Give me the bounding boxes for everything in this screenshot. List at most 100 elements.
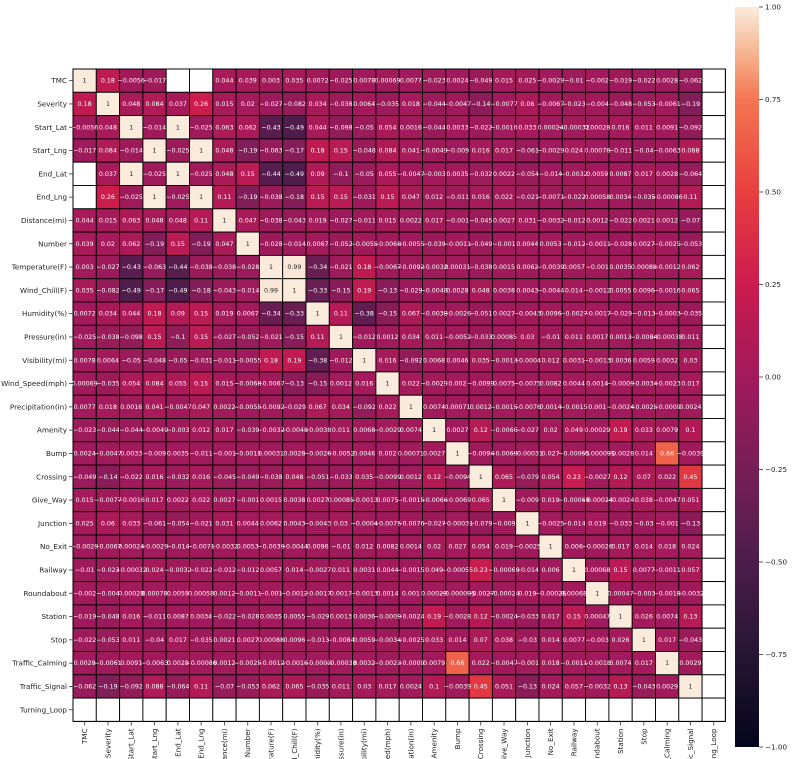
cell-value-label: 0.03 — [520, 334, 534, 341]
heatmap-cell — [305, 697, 330, 722]
cell-value-label: 0.18 — [357, 264, 371, 271]
cell-value-label: 0.0027 — [423, 450, 445, 457]
cell-value-label: −0.0049 — [420, 148, 447, 155]
cell-value-label: 0.0012 — [330, 381, 352, 388]
cell-value-label: −0.05 — [355, 171, 374, 178]
cell-value-label: 0.047 — [192, 404, 210, 411]
heatmap-cell — [701, 557, 726, 583]
cell-value-label: 1 — [502, 497, 506, 504]
column-label: Bump — [453, 728, 462, 749]
cell-value-label: 0.0022 — [493, 171, 515, 178]
cell-value-label: 0.00029 — [584, 427, 610, 434]
cell-value-label: −0.009 — [143, 450, 166, 457]
cell-value-label: −0.34 — [261, 311, 280, 318]
cell-value-label: −0.001 — [259, 590, 282, 597]
cell-value-label: 0.00078 — [584, 148, 610, 155]
cell-value-label: 0.0027 — [446, 427, 468, 434]
cell-value-label: 0.99 — [287, 264, 301, 271]
cell-value-label: −0.0013 — [490, 357, 517, 364]
cell-value-label: 0.0079 — [423, 660, 445, 667]
cell-value-label: −0.15 — [331, 287, 350, 294]
heatmap-cell — [701, 254, 726, 280]
cell-value-label: −0.0063 — [653, 148, 680, 155]
cell-value-label: −0.0003 — [653, 311, 680, 318]
cell-value-label: 0.002 — [379, 450, 397, 457]
cell-value-label: 1 — [455, 450, 459, 457]
cell-value-label: −0.0028 — [444, 614, 471, 621]
cell-value-label: −0.098 — [329, 124, 352, 131]
cell-value-label: −0.021 — [259, 334, 282, 341]
row-label: Distance(mi) — [21, 216, 67, 225]
cell-value-label: −0.001 — [213, 450, 236, 457]
cell-value-label: 0.018 — [99, 404, 117, 411]
cell-value-label: −0.009 — [492, 520, 515, 527]
cell-value-label: 0.00028 — [584, 124, 610, 131]
cell-value-label: −0.062 — [679, 78, 702, 85]
cell-value-label: −0.044 — [422, 124, 445, 131]
cell-value-label: −0.0013 — [351, 497, 378, 504]
cell-value-label: 0.033 — [635, 427, 653, 434]
cell-value-label: −0.014 — [562, 520, 585, 527]
cell-value-label: −0.0012 — [257, 660, 284, 667]
cell-value-label: −0.0015 — [490, 404, 517, 411]
cell-value-label: 0.0012 — [656, 217, 678, 224]
cell-value-label: −0.0025 — [630, 404, 657, 411]
cell-value-label: −0.0032 — [420, 264, 447, 271]
cell-value-label: −0.0084 — [327, 637, 354, 644]
cell-value-label: 0.063 — [215, 124, 233, 131]
row-label: Amenity — [37, 426, 68, 435]
cell-value-label: 0.0022 — [167, 497, 189, 504]
cell-value-label: −0.0055 — [234, 357, 261, 364]
cell-value-label: 0.048 — [99, 124, 117, 131]
cell-value-label: 0.00024 — [118, 544, 144, 551]
cell-value-label: −0.001 — [236, 497, 259, 504]
cell-value-label: 0.15 — [334, 148, 348, 155]
cell-value-label: 0.037 — [169, 101, 187, 108]
cell-value-label: −0.0092 — [257, 404, 284, 411]
cell-value-label: 0.024 — [146, 567, 164, 574]
cell-value-label: −0.0061 — [94, 660, 121, 667]
cell-value-label: 0.015 — [379, 217, 397, 224]
cell-value-label: −0.031 — [189, 357, 212, 364]
cell-value-label: −0.17 — [145, 287, 164, 294]
cell-value-label: −0.0044 — [281, 544, 308, 551]
row-label: Railway — [39, 565, 68, 574]
cell-value-label: 0.0027 — [307, 497, 329, 504]
cell-value-label: −0.0055 — [234, 404, 261, 411]
cell-value-label: 0.0079 — [656, 427, 678, 434]
cell-value-label: −0.039 — [422, 241, 445, 248]
cell-value-label: 1 — [432, 427, 436, 434]
cell-value-label: 0.062 — [262, 683, 280, 690]
cell-value-label: 1 — [595, 590, 599, 597]
heatmap-cell — [701, 161, 726, 186]
cell-value-label: 0.09 — [311, 171, 325, 178]
column-label: End_Lat — [173, 728, 182, 757]
cell-value-label: −0.098 — [120, 334, 143, 341]
cell-value-label: −0.0034 — [630, 381, 657, 388]
cell-value-label: −0.013 — [306, 637, 329, 644]
cell-value-label: 0.041 — [402, 148, 420, 155]
cell-value-label: 0.016 — [355, 381, 373, 388]
cell-value-label: 0.044 — [215, 78, 233, 85]
cell-value-label: 0.0078 — [74, 357, 96, 364]
cell-value-label: −0.023 — [96, 567, 119, 574]
cell-value-label: −0.0032 — [560, 171, 587, 178]
cell-value-label: 0.022 — [379, 404, 397, 411]
cell-value-label: 0.0074 — [400, 427, 422, 434]
cell-value-label: 0.084 — [379, 148, 397, 155]
column-label: Distance(mi) — [220, 728, 229, 759]
cell-value-label: −0.049 — [469, 241, 492, 248]
cell-value-label: 1 — [269, 264, 273, 271]
heatmap-cell — [701, 115, 726, 140]
cell-value-label: 0.033 — [122, 520, 140, 527]
cell-value-label: 0.038 — [495, 637, 513, 644]
cell-value-label: 0.057 — [565, 683, 583, 690]
cell-value-label: 0.18 — [311, 148, 325, 155]
cell-value-label: 0.016 — [472, 194, 490, 201]
cell-value-label: −0.0016 — [281, 660, 308, 667]
row-label: Wind_Chill(F) — [20, 286, 67, 295]
heatmap-cell — [701, 394, 726, 419]
cell-value-label: −0.33 — [285, 311, 304, 318]
cell-value-label: −0.13 — [681, 520, 700, 527]
cell-value-label: −0.033 — [516, 614, 539, 621]
